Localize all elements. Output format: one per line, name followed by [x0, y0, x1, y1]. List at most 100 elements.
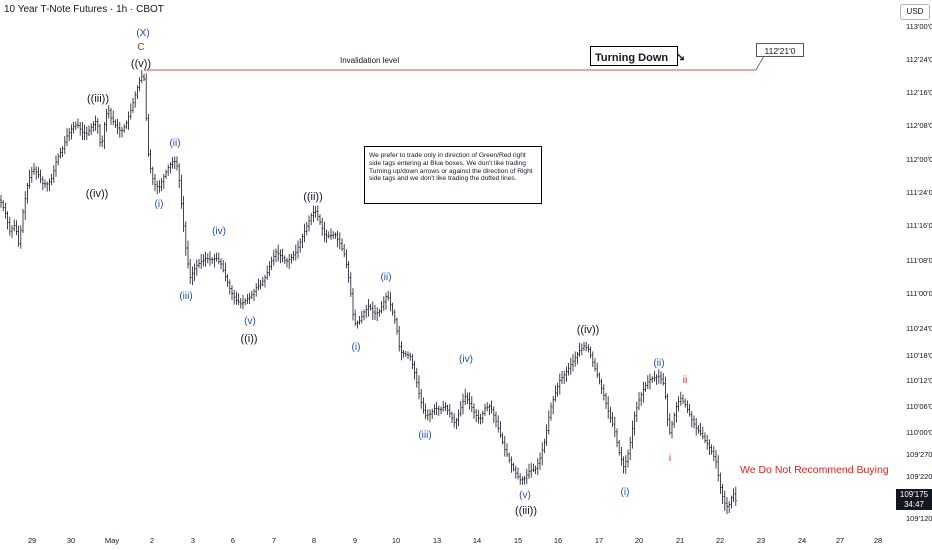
wave-labels: (X) C ((v)) ((iii)) ((iv)) (ii) (i) (iii) (iv) (v…	[86, 28, 688, 517]
price-bar	[160, 178, 163, 192]
price-bar	[371, 301, 374, 321]
wave-label: (i)	[155, 199, 164, 210]
last-price-value: 109'175	[899, 490, 929, 499]
price-bar	[134, 91, 137, 108]
price-bar	[327, 231, 330, 239]
price-bar	[235, 291, 238, 305]
invalidation-label: Invalidation level	[340, 56, 400, 65]
price-bar	[668, 413, 671, 435]
price-bar	[723, 490, 726, 512]
price-bar	[35, 166, 38, 180]
price-bar	[462, 393, 464, 415]
price-bar	[55, 155, 57, 177]
price-bar	[211, 257, 214, 264]
price-bar	[13, 219, 16, 232]
price-bar	[294, 244, 297, 261]
price-bar	[514, 465, 517, 479]
price-bar	[140, 70, 143, 84]
price-bar	[574, 351, 577, 367]
price-bar	[633, 411, 636, 436]
y-tick-label: 112'24'0	[906, 55, 932, 64]
x-tick-label: 28	[874, 536, 882, 545]
price-bar	[477, 410, 480, 424]
price-bar	[726, 497, 728, 515]
price-bar	[473, 403, 475, 419]
price-bar	[543, 438, 546, 454]
price-bar	[446, 404, 449, 415]
price-bar	[349, 272, 352, 297]
price-bar	[444, 402, 447, 412]
price-bar	[556, 382, 559, 397]
price-bar	[437, 405, 440, 416]
price-bar	[701, 426, 704, 440]
price-bar	[158, 180, 161, 193]
price-bar	[457, 409, 460, 427]
price-bar	[41, 176, 44, 191]
price-bar	[217, 252, 220, 265]
price-bar	[204, 251, 207, 267]
price-bar	[277, 244, 280, 262]
price-bar	[653, 371, 656, 382]
y-tick-label: 110'12'0	[906, 376, 932, 385]
price-bar	[319, 214, 321, 225]
price-bar	[554, 385, 557, 402]
price-bar	[616, 428, 618, 448]
price-bar	[642, 381, 645, 403]
price-bar	[631, 420, 634, 449]
price-bar	[710, 444, 713, 455]
price-bar	[613, 416, 616, 438]
price-bar	[583, 341, 585, 352]
price-bar	[413, 360, 416, 380]
price-bar	[231, 285, 233, 301]
x-tick-label: 24	[798, 536, 806, 545]
y-tick-label: 111'00'0	[906, 289, 932, 298]
price-bar	[455, 417, 458, 430]
price-bar	[708, 439, 711, 455]
price-bar	[712, 446, 715, 462]
price-bar	[286, 257, 288, 268]
price-bar	[596, 362, 599, 379]
price-bar	[90, 123, 93, 135]
x-tick-label: 10	[392, 536, 400, 545]
price-bar	[382, 296, 385, 312]
price-bar	[334, 232, 337, 239]
price-bar	[228, 279, 231, 295]
price-bar	[429, 409, 431, 423]
y-tick-label: 110'06'0	[906, 402, 932, 411]
price-bar	[499, 421, 502, 438]
currency-button[interactable]: USD	[900, 4, 930, 20]
price-bar	[352, 288, 354, 321]
price-bar	[187, 240, 189, 269]
price-bar	[369, 303, 372, 311]
price-bar	[374, 304, 376, 321]
x-tick-label: 2	[150, 536, 154, 545]
price-bar	[110, 107, 112, 125]
price-bar	[495, 411, 497, 428]
x-tick-label: 14	[473, 536, 481, 545]
price-bar	[341, 238, 343, 252]
price-bar	[605, 392, 607, 409]
price-bar	[178, 163, 181, 188]
price-bar	[470, 396, 473, 413]
price-bar	[112, 110, 115, 126]
price-bar	[629, 436, 632, 461]
price-bar	[176, 156, 178, 171]
price-bar	[57, 153, 60, 166]
price-bar	[24, 191, 27, 220]
price-bar	[552, 395, 555, 415]
price-bar	[376, 307, 379, 322]
price-bar	[466, 392, 469, 405]
price-bar	[77, 118, 79, 129]
price-bar	[6, 211, 9, 230]
price-bar	[536, 458, 539, 476]
price-bar	[17, 225, 20, 247]
price-bar	[30, 166, 33, 183]
price-bar	[558, 373, 561, 395]
price-bar	[598, 372, 601, 385]
price-bar	[244, 298, 247, 306]
wave-label: ((iv))	[577, 324, 600, 336]
price-bar	[22, 208, 24, 234]
price-bar	[541, 442, 544, 466]
wave-label: (iv)	[212, 226, 226, 237]
